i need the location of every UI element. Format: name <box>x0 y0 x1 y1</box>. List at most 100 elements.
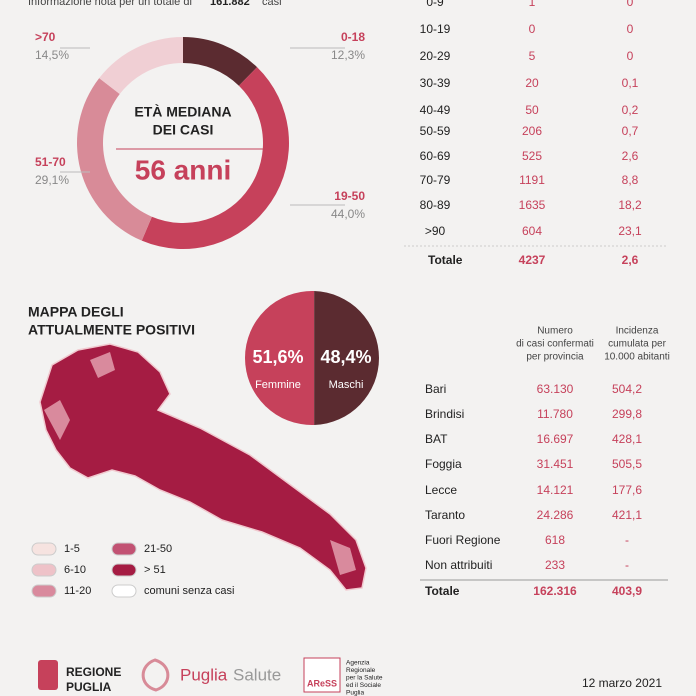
legend-label: 1-5 <box>64 543 80 555</box>
gender-value: 48,4% <box>320 347 371 367</box>
table-cell: 60-69 <box>420 149 451 163</box>
gender-value: 51,6% <box>252 347 303 367</box>
legend-label: 21-50 <box>144 543 172 555</box>
legend-swatch <box>111 542 137 556</box>
table-cell: 80-89 <box>420 198 451 212</box>
segment-label: 19-50 <box>334 189 365 203</box>
header-suffix: casi <box>262 0 282 8</box>
footer-regione: PUGLIA <box>66 680 112 694</box>
segment-value: 12,3% <box>331 48 365 62</box>
footer-salute: Salute <box>233 665 281 684</box>
table-cell: 177,6 <box>612 483 642 497</box>
aress-logo <box>303 657 341 693</box>
table-total: 4237 <box>519 253 546 267</box>
table-cell: 20 <box>525 76 539 90</box>
table-total: 162.316 <box>533 584 577 598</box>
table-cell: 31.451 <box>537 457 574 471</box>
legend-swatch <box>31 584 57 598</box>
legend-swatch <box>31 542 57 556</box>
gender-label: Femmine <box>255 379 301 391</box>
center-title: ETÀ MEDIANA <box>134 104 231 120</box>
table-cell: 0 <box>627 49 634 63</box>
donut-segment <box>183 37 258 86</box>
table-cell: 421,1 <box>612 508 642 522</box>
table-header: Numero <box>537 326 573 337</box>
table-cell: Fuori Regione <box>425 533 501 547</box>
table-cell: 0-9 <box>426 0 444 9</box>
table-cell: 10-19 <box>420 22 451 36</box>
gender-segment <box>245 290 315 425</box>
table-cell: 428,1 <box>612 432 642 446</box>
table-cell: 1 <box>529 0 536 9</box>
table-cell: >90 <box>425 224 446 238</box>
table-cell: 40-49 <box>420 103 451 117</box>
map-title: MAPPA DEGLI <box>28 304 124 320</box>
map-title: ATTUALMENTE POSITIVI <box>28 322 195 338</box>
table-cell: 70-79 <box>420 173 451 187</box>
table-header: cumulata per <box>608 339 666 350</box>
legend-label: 6-10 <box>64 564 86 576</box>
table-total: Totale <box>425 584 460 598</box>
table-total: Totale <box>428 253 463 267</box>
donut-segment <box>76 78 152 241</box>
table-cell: 63.130 <box>537 382 574 396</box>
puglia-map <box>39 343 367 591</box>
table-total: 2,6 <box>622 253 639 267</box>
median: 56 anni <box>135 154 231 185</box>
footer-aress: AReSS <box>307 678 337 688</box>
table-cell: 0 <box>529 22 536 36</box>
legend-swatch <box>111 563 137 577</box>
table-cell: 50 <box>525 103 539 117</box>
table-cell: 0 <box>627 22 634 36</box>
segment-label: >70 <box>35 30 56 44</box>
table-cell: 0 <box>627 0 634 9</box>
gender-label: Maschi <box>329 379 364 391</box>
table-cell: 505,5 <box>612 457 642 471</box>
center-title: DEI CASI <box>153 122 214 138</box>
legend-swatch <box>31 563 57 577</box>
legend-label: 11-20 <box>64 585 91 597</box>
table-cell: 299,8 <box>612 407 642 421</box>
legend-label: > 51 <box>144 564 166 576</box>
table-cell: 20-29 <box>420 49 451 63</box>
donut-segment <box>141 67 290 250</box>
table-cell: Non attribuiti <box>425 558 492 572</box>
header-note: Informazione nota per un totale di <box>28 0 192 8</box>
table-cell: 50-59 <box>420 124 451 138</box>
table-cell: - <box>625 558 629 572</box>
segment-value: 44,0% <box>331 207 365 221</box>
table-cell: 0,1 <box>622 76 639 90</box>
table-cell: 233 <box>545 558 565 572</box>
table-cell: 16.697 <box>537 432 574 446</box>
table-header: 10.000 abitanti <box>604 352 670 363</box>
legend-swatch <box>111 584 137 598</box>
footer-date: 12 marzo 2021 <box>582 676 662 690</box>
table-header: di casi confermati <box>516 339 594 350</box>
table-cell: Taranto <box>425 508 465 522</box>
segment-label: 0-18 <box>341 30 365 44</box>
footer-puglia: Puglia <box>180 665 228 684</box>
table-cell: 2,6 <box>622 149 639 163</box>
table-cell: 1191 <box>519 173 545 187</box>
table-cell: 604 <box>522 224 542 238</box>
table-cell: 525 <box>522 149 542 163</box>
table-total: 403,9 <box>612 584 642 598</box>
table-header: per provincia <box>526 352 584 363</box>
table-cell: 11.780 <box>537 407 573 421</box>
footer-regione: REGIONE <box>66 665 121 679</box>
table-header: Incidenza <box>616 326 659 337</box>
table-cell: 206 <box>522 124 542 138</box>
table-cell: 18,2 <box>618 198 642 212</box>
table-cell: Bari <box>425 382 446 396</box>
table-cell: Brindisi <box>425 407 464 421</box>
segment-value: 14,5% <box>35 48 69 62</box>
table-cell: 0,7 <box>622 124 639 138</box>
footer-agency: per la Salute <box>346 675 383 682</box>
footer-agency: ed il Sociale <box>346 682 381 689</box>
table-cell: Foggia <box>425 457 462 471</box>
gender-segment <box>314 291 380 425</box>
table-cell: 618 <box>545 533 565 547</box>
table-cell: Lecce <box>425 483 457 497</box>
table-cell: 0,2 <box>622 103 639 117</box>
